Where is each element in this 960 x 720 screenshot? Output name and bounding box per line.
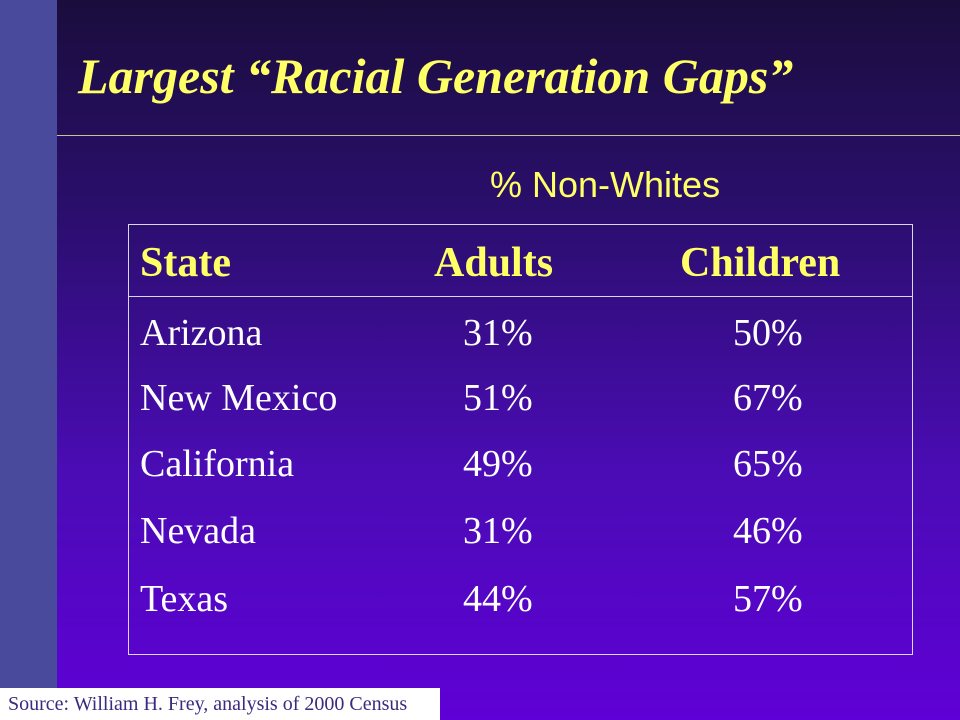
- table-row: Texas 44% 57%: [0, 574, 960, 624]
- cell-adults: 51%: [463, 377, 533, 419]
- cell-adults: 49%: [463, 443, 533, 485]
- table-row: New Mexico 51% 67%: [0, 373, 960, 423]
- title-divider: [57, 135, 960, 136]
- data-table-frame: [128, 224, 913, 655]
- cell-state: California: [140, 443, 295, 485]
- cell-children: 65%: [733, 443, 803, 485]
- column-header-adults: Adults: [434, 240, 554, 286]
- cell-adults: 31%: [463, 312, 533, 354]
- source-citation: Source: William H. Frey, analysis of 200…: [0, 688, 440, 720]
- slide-title: Largest “Racial Generation Gaps”: [78, 48, 794, 104]
- cell-state: Texas: [140, 578, 229, 620]
- cell-adults: 44%: [463, 578, 533, 620]
- table-row: Arizona 31% 50%: [0, 308, 960, 358]
- cell-state: Arizona: [140, 312, 263, 354]
- table-header-divider: [128, 296, 913, 297]
- table-subtitle: % Non-Whites: [490, 164, 721, 205]
- column-header-children: Children: [680, 240, 841, 286]
- table-row: Nevada 31% 46%: [0, 506, 960, 556]
- cell-children: 46%: [733, 510, 803, 552]
- cell-children: 67%: [733, 377, 803, 419]
- cell-children: 50%: [733, 312, 803, 354]
- table-row: California 49% 65%: [0, 439, 960, 489]
- cell-adults: 31%: [463, 510, 533, 552]
- cell-state: New Mexico: [140, 377, 338, 419]
- cell-children: 57%: [733, 578, 803, 620]
- side-accent-bar: [0, 0, 57, 720]
- cell-state: Nevada: [140, 510, 257, 552]
- column-header-state: State: [140, 240, 231, 286]
